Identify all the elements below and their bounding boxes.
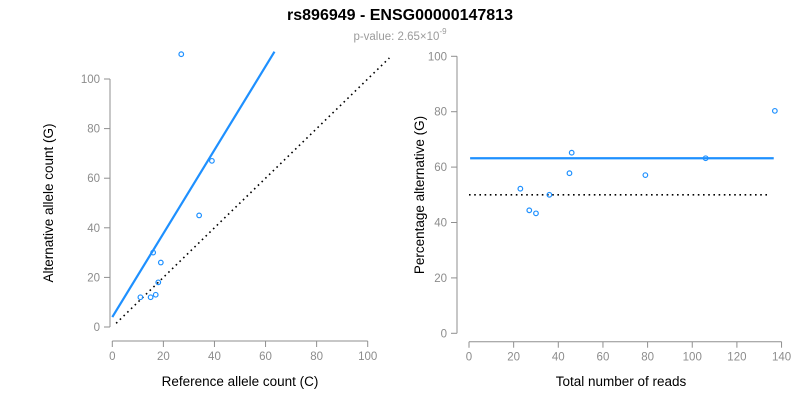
- data-point: [196, 212, 203, 219]
- y-tick-label: 100: [428, 51, 447, 63]
- data-point: [533, 210, 539, 217]
- data-point: [152, 291, 159, 298]
- x-tick-label: 100: [683, 352, 702, 364]
- data-point: [209, 157, 215, 164]
- x-tick-label: 100: [358, 351, 377, 363]
- x-tick-label: 80: [310, 351, 323, 363]
- x-tick-label: 40: [208, 351, 221, 363]
- identity-line: [115, 57, 390, 324]
- x-tick-label: 0: [109, 351, 115, 363]
- title-block: rs896949 - ENSG00000147813 p-value: 2.65…: [0, 6, 800, 43]
- data-point: [137, 294, 144, 301]
- data-point: [157, 259, 164, 266]
- left-y-axis-title: Alternative allele count (G): [41, 123, 56, 282]
- y-tick-label: 40: [434, 218, 447, 230]
- plot-title: rs896949 - ENSG00000147813: [287, 7, 513, 24]
- right-x-axis-title: Total number of reads: [556, 374, 687, 389]
- data-point: [517, 185, 524, 192]
- right-scatter-plot: 0 20 40 60 80 100 0 20 40 60 80 100 120 140: [428, 51, 791, 363]
- y-tick-label: 0: [441, 328, 447, 340]
- p-value-subtitle: p-value: 2.65×10-9: [0, 27, 800, 44]
- x-tick-label: 60: [259, 351, 272, 363]
- data-point: [702, 155, 709, 162]
- y-tick-label: 80: [434, 107, 447, 119]
- x-tick-label: 140: [772, 352, 791, 364]
- data-point: [642, 172, 649, 179]
- left-scatter-plot: 0 20 40 60 80 100 0 20 40 60 80 100: [81, 51, 390, 363]
- x-tick-label: 120: [727, 352, 746, 364]
- data-point: [147, 294, 154, 301]
- x-tick-label: 40: [552, 352, 565, 364]
- x-tick-label: 0: [466, 352, 472, 364]
- x-tick-label: 60: [597, 352, 610, 364]
- data-point: [546, 191, 553, 198]
- y-tick-label: 40: [87, 223, 100, 235]
- data-point: [155, 279, 162, 286]
- y-tick-label: 20: [434, 273, 447, 285]
- y-tick-label: 100: [81, 74, 100, 86]
- y-tick-label: 80: [87, 124, 100, 136]
- data-point: [178, 51, 185, 58]
- data-point: [771, 107, 778, 114]
- y-tick-label: 20: [87, 272, 100, 284]
- x-tick-label: 20: [157, 351, 170, 363]
- x-tick-label: 20: [507, 352, 520, 364]
- y-tick-label: 60: [434, 162, 447, 174]
- right-y-axis-title: Percentage alternative (G): [412, 116, 427, 274]
- data-point: [568, 149, 575, 156]
- data-point: [566, 170, 573, 177]
- p-value-text: p-value: 2.65×10: [353, 31, 440, 44]
- data-point: [150, 249, 157, 256]
- y-tick-label: 0: [94, 322, 100, 334]
- data-point: [526, 207, 533, 214]
- y-tick-label: 60: [87, 173, 100, 185]
- p-value-exponent: -9: [439, 27, 447, 37]
- fit-line: [111, 51, 276, 318]
- left-x-axis-title: Reference allele count (C): [162, 374, 319, 389]
- x-tick-label: 80: [641, 352, 654, 364]
